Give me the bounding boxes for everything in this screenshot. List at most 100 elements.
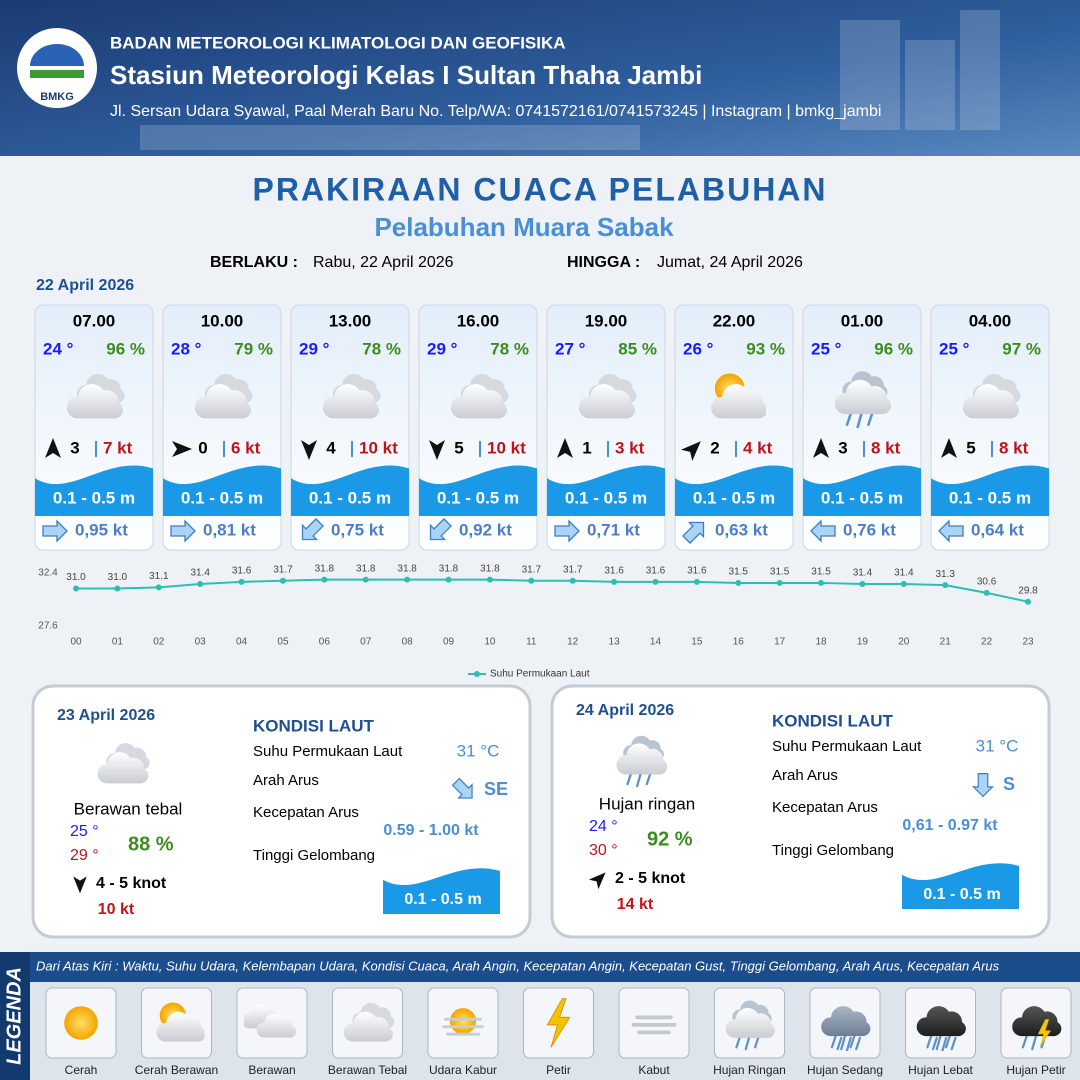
sst-point [155,584,162,591]
valid-from-label: BERLAKU : [210,254,298,271]
legend-item-label: Cerah Berawan [135,1063,218,1077]
sea-title: KONDISI LAUT [772,711,894,730]
sst-value-label: 31.3 [935,569,955,580]
day-gust: 10 kt [98,901,135,918]
day-humidity: 92 % [647,828,693,850]
x-tick-label: 10 [484,637,496,648]
current-arrow [451,777,473,799]
sea-current-speed: 0.59 - 1.00 kt [383,822,479,839]
air-temp: 29 ° [299,339,330,358]
hour-time: 01.00 [841,311,884,330]
day-temp-min: 25 ° [70,823,99,840]
sst-point [321,576,328,583]
sst-value-label: 31.6 [646,565,666,576]
wind-speed: 3 [838,438,847,457]
x-tick-label: 13 [609,637,621,648]
air-temp: 24 ° [43,339,74,358]
gust-speed: 4 kt [743,438,773,457]
sst-point [486,576,493,583]
hour-time: 19.00 [585,311,628,330]
wave-shape [291,465,409,516]
logo-circle [17,28,97,108]
y-tick-label: 32.4 [38,568,58,579]
legend-item-label: Petir [546,1063,571,1077]
wave-height: 0.1 - 0.5 m [53,488,135,507]
day-date: 24 April 2026 [576,702,674,719]
wave-shape [419,465,537,516]
x-tick-label: 15 [691,637,703,648]
valid-to: Jumat, 24 April 2026 [657,254,803,271]
wind-arrow [73,876,87,894]
legend-description-bar [30,952,1080,982]
sst-point [983,589,990,596]
wind-speed: 3 [70,438,79,457]
x-tick-label: 07 [360,637,372,648]
sea-label: Suhu Permukaan Laut [772,738,922,755]
org-name: BADAN METEOROLOGI KLIMATOLOGI DAN GEOFIS… [110,33,566,52]
wave-shape [547,465,665,516]
sea-label: Kecepatan Arus [772,799,878,816]
sst-value-label: 31.8 [315,563,335,574]
sst-value-label: 31.8 [356,563,376,574]
day-wind: 2 - 5 knot [615,870,686,887]
current-arrow [554,519,580,543]
x-tick-label: 17 [774,637,786,648]
wind-arrow [45,438,61,458]
wind-arrow [941,438,957,458]
humidity: 78 % [490,339,529,358]
sst-value-label: 31.5 [811,567,831,578]
sst-value-label: 31.8 [439,563,459,574]
legend-item-label: Hujan Lebat [908,1063,973,1077]
legend-title: LEGENDA [3,967,25,1065]
x-tick-label: 23 [1022,637,1034,648]
hour-time: 10.00 [201,311,244,330]
hour-time: 04.00 [969,311,1012,330]
sst-point [197,581,204,588]
wind-arrow [813,438,829,458]
x-tick-label: 22 [981,637,993,648]
sst-point [445,576,452,583]
day-wind: 4 - 5 knot [96,875,167,892]
sst-point [652,578,659,585]
humidity: 78 % [362,339,401,358]
sst-value-label: 31.7 [522,564,542,575]
station-name: Stasiun Meteorologi Kelas I Sultan Thaha… [110,60,702,90]
air-temp: 25 ° [811,339,842,358]
sst-value-label: 31.1 [149,571,169,582]
day-temp-max: 29 ° [70,847,99,864]
hour-time: 07.00 [73,311,116,330]
legend-item-label: Berawan [248,1063,295,1077]
sst-value-label: 29.8 [1018,585,1038,596]
wave-height: 0.1 - 0.5 m [565,488,647,507]
current-speed: 0,64 kt [971,520,1024,539]
logo-text: BMKG [40,91,74,103]
air-temp: 27 ° [555,339,586,358]
sst-value-label: 31.4 [894,568,914,579]
sst-value-label: 31.4 [853,568,873,579]
x-tick-label: 20 [898,637,910,648]
wind-speed: 5 [454,438,463,457]
header-banner [0,0,1080,156]
day-date: 23 April 2026 [57,707,155,724]
sst-point [818,579,825,586]
gust-speed: 7 kt [103,438,133,457]
day-temp-min: 24 ° [589,818,618,835]
current-arrow [170,519,196,543]
sst-value-label: 31.6 [604,565,624,576]
x-tick-label: 08 [402,637,414,648]
air-temp: 28 ° [171,339,202,358]
x-tick-label: 18 [815,637,827,648]
sea-label: Arah Arus [772,767,838,784]
sea-label: Suhu Permukaan Laut [253,743,403,760]
day-temp-max: 30 ° [589,842,618,859]
day-panel [31,684,532,939]
logo-mark [30,44,84,78]
wave-shape [931,465,1049,516]
x-tick-label: 02 [153,637,165,648]
gust-speed: 8 kt [871,438,901,457]
sst-value-label: 31.0 [108,572,128,583]
wave-shape [803,465,921,516]
wave-shape [675,465,793,516]
